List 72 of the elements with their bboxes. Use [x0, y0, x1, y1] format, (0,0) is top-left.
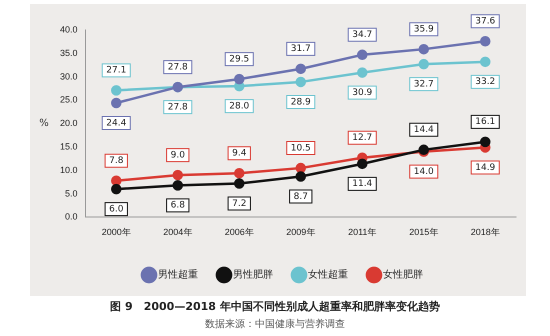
point — [296, 64, 306, 74]
point — [172, 170, 184, 180]
point — [234, 178, 245, 189]
point — [480, 136, 490, 148]
point — [480, 36, 490, 46]
y-tick-label: 0.0 — [65, 212, 78, 222]
data-label: 27.8 — [168, 102, 188, 112]
data-label: 30.9 — [352, 88, 373, 98]
x-tick-label: 2018年 — [470, 227, 500, 238]
data-label: 11.4 — [352, 179, 373, 190]
y-tick-label: 35.0 — [60, 48, 78, 58]
x-tick-label: 2000年 — [102, 227, 131, 238]
point — [172, 180, 184, 191]
data-label: 7.8 — [109, 156, 124, 166]
data-label: 28.9 — [290, 97, 312, 108]
data-label: 28.0 — [229, 102, 250, 112]
data-label: 33.2 — [475, 77, 496, 88]
point — [111, 98, 122, 108]
x-tick-label: 2006年 — [224, 227, 254, 238]
y-axis-title: % — [39, 118, 49, 130]
point — [296, 76, 306, 88]
point — [357, 158, 368, 170]
x-tick-label: 2011年 — [348, 227, 376, 238]
point — [480, 56, 490, 68]
point — [111, 184, 122, 194]
data-label: 8.7 — [294, 192, 308, 202]
data-label: 12.7 — [352, 133, 372, 144]
x-tick-label: 2004年 — [163, 227, 192, 238]
source-note: 数据来源：中国健康与营养调查 — [204, 318, 346, 331]
data-label: 6.0 — [109, 204, 124, 214]
point — [234, 168, 245, 178]
data-label: 31.7 — [290, 44, 311, 54]
legend-label: 男性超重 — [158, 268, 198, 281]
legend-label: 女性超重 — [308, 268, 348, 281]
data-label: 35.9 — [414, 24, 434, 35]
point — [111, 175, 122, 186]
legend-label: 男性肥胖 — [233, 268, 273, 281]
data-label: 14.4 — [414, 125, 434, 136]
point — [357, 50, 368, 60]
point — [357, 67, 368, 78]
point — [111, 85, 122, 96]
y-tick-label: 40.0 — [60, 24, 78, 34]
data-label: 14.0 — [414, 167, 434, 178]
point — [296, 171, 306, 182]
y-tick-label: 15.0 — [60, 141, 78, 152]
data-label: 37.6 — [475, 16, 496, 27]
point — [418, 44, 430, 54]
y-tick-label: 20.0 — [60, 118, 78, 128]
data-label: 10.5 — [290, 143, 311, 154]
y-tick-label: 30.0 — [60, 71, 78, 82]
data-label: 24.4 — [106, 118, 127, 128]
data-label: 27.8 — [168, 62, 188, 72]
legend-label: 女性肥胖 — [383, 268, 423, 281]
y-tick-label: 25.0 — [60, 94, 78, 105]
data-label: 9.4 — [232, 148, 247, 159]
x-tick-label: 2009年 — [286, 227, 316, 238]
point — [296, 162, 306, 174]
x-tick-label: 2015年 — [409, 227, 438, 238]
data-label: 29.5 — [229, 54, 250, 64]
y-tick-label: 10.0 — [60, 164, 78, 175]
y-tick-label: 5.0 — [65, 188, 78, 198]
point — [234, 74, 245, 84]
data-label: 27.1 — [106, 66, 126, 76]
point — [418, 58, 430, 70]
data-label: 9.0 — [170, 150, 186, 160]
data-label: 16.1 — [475, 117, 496, 128]
data-label: 14.9 — [475, 162, 496, 173]
data-label: 6.8 — [170, 200, 186, 211]
data-label: 32.7 — [414, 80, 434, 90]
data-label: 34.7 — [352, 30, 372, 40]
data-label: 7.2 — [232, 198, 246, 209]
text: 图 9 2000—2018 年中国不同性别成人超重率和肥胖率变化趋势 — [109, 299, 441, 314]
